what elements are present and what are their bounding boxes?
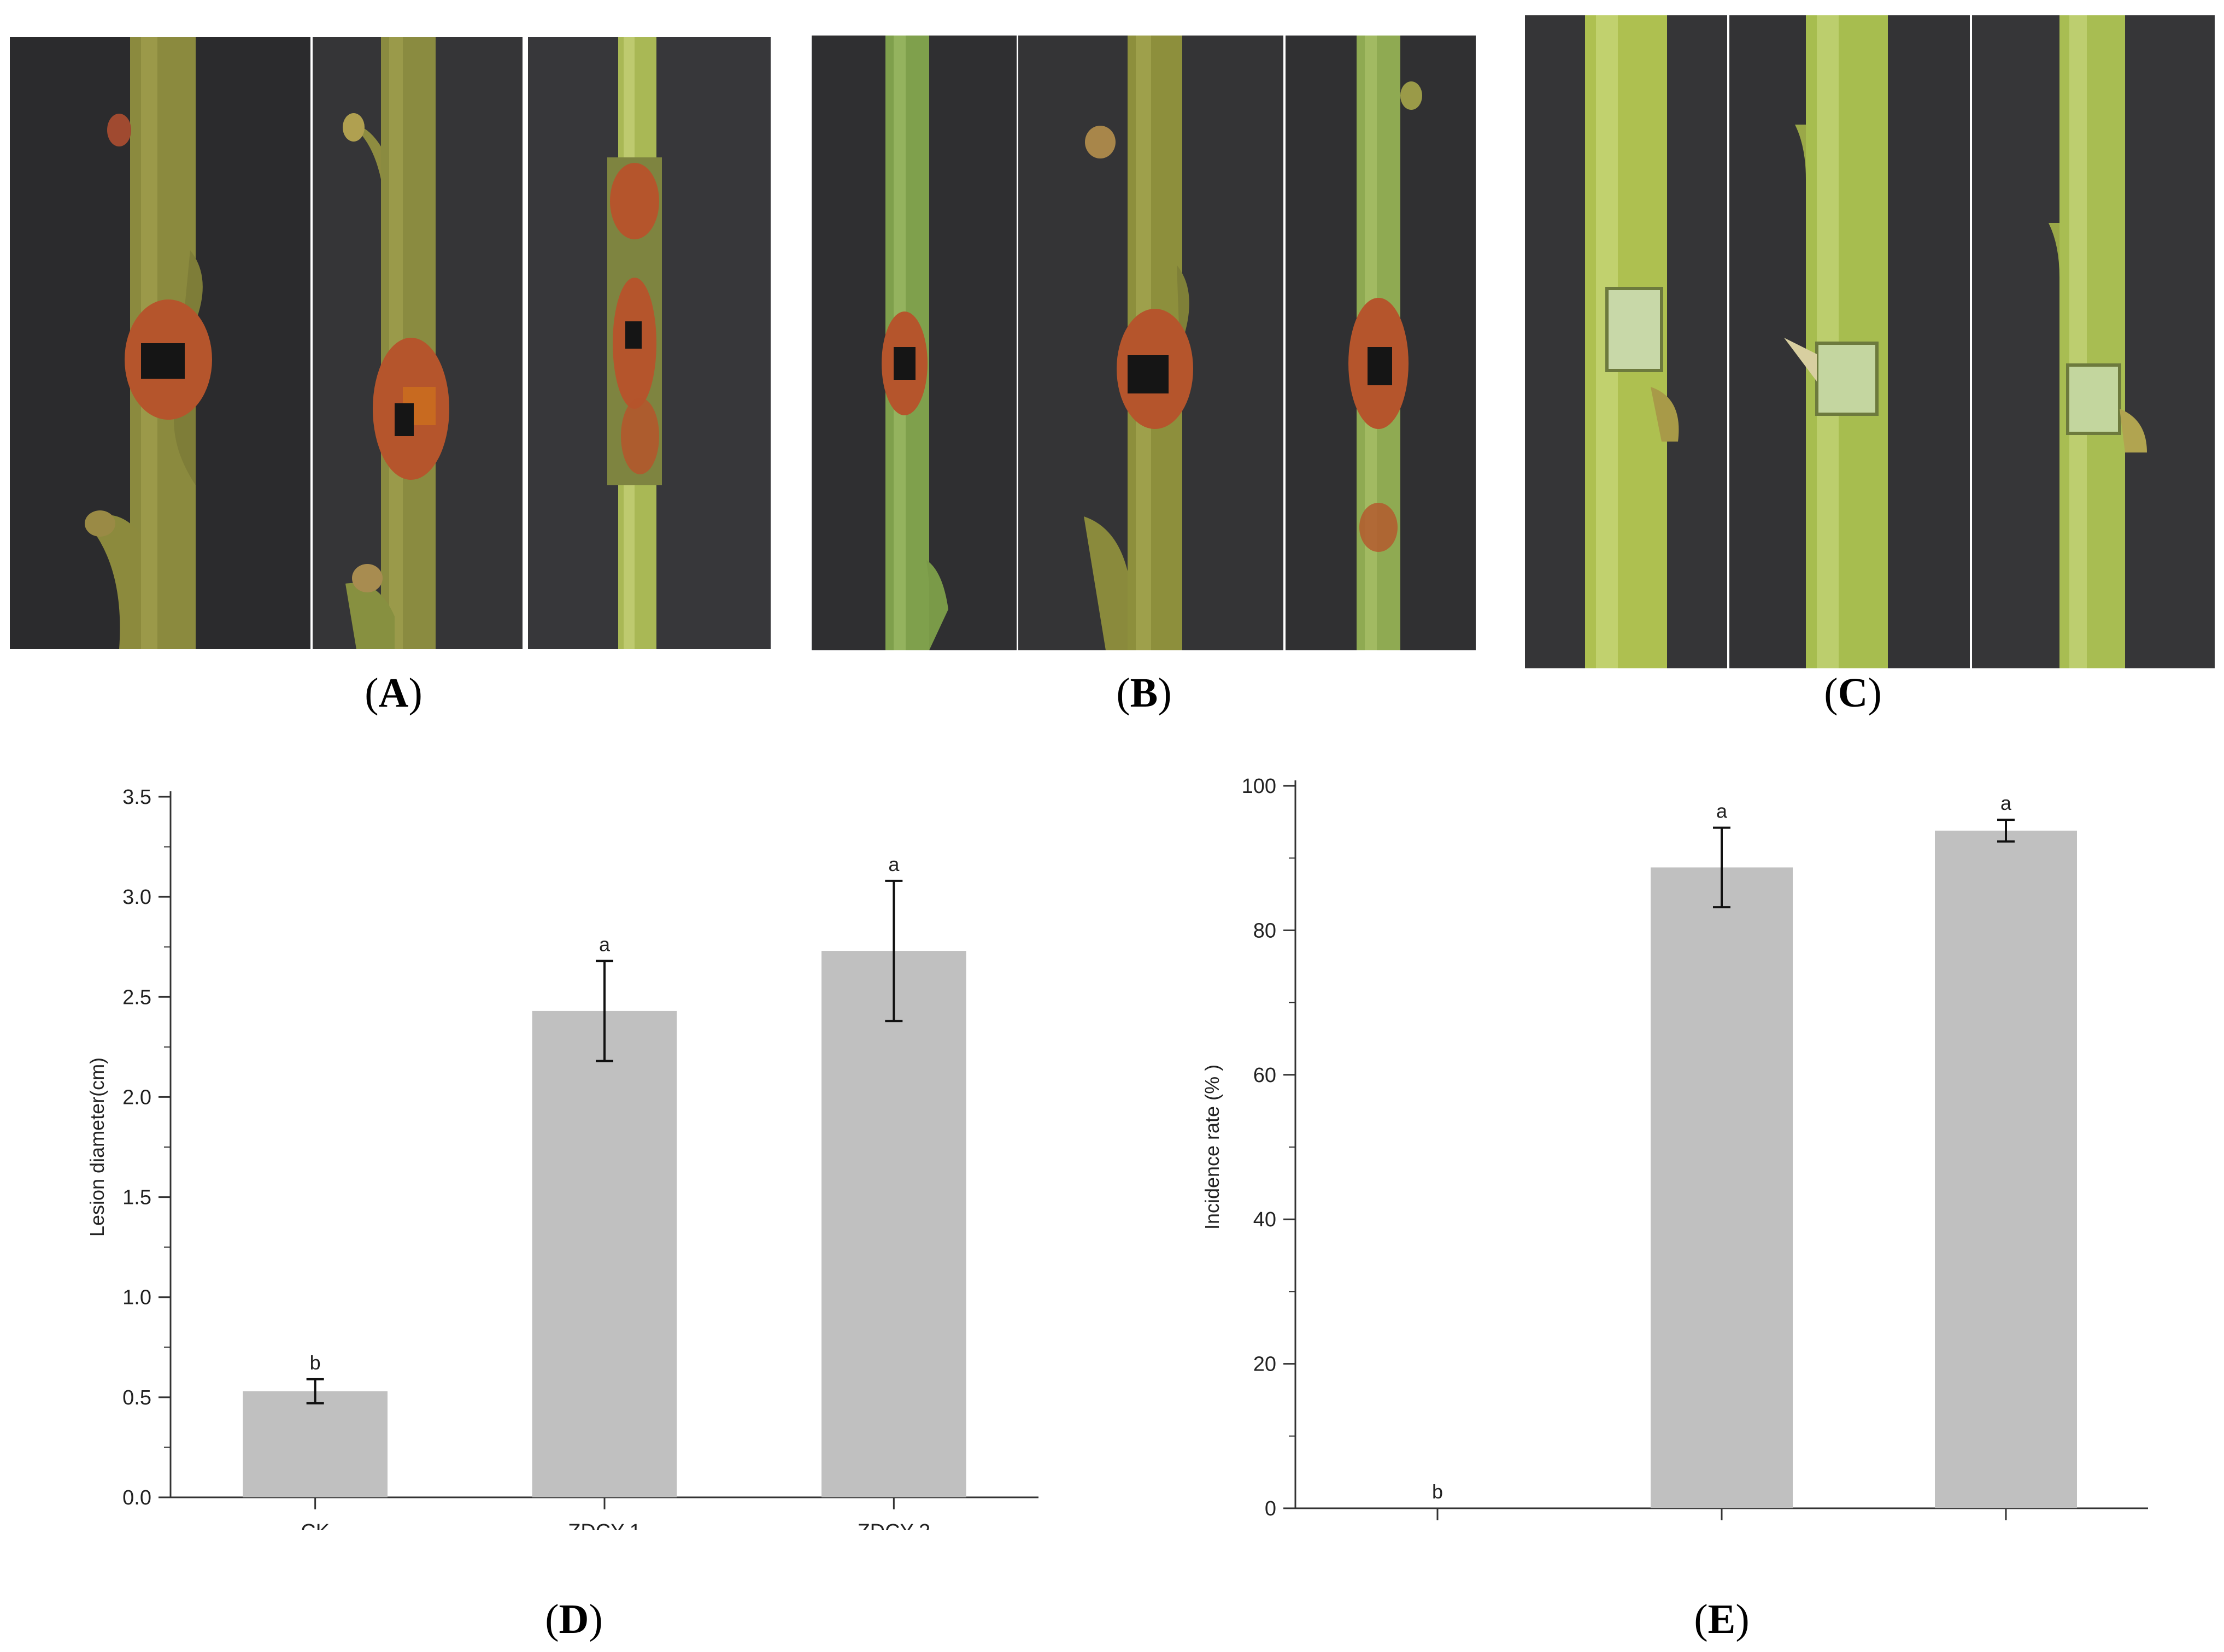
significance-label: a [888, 853, 900, 875]
stem-photo-b3 [1286, 36, 1476, 650]
bar-zdcy-1 [532, 1010, 677, 1497]
y-tick-label: 20 [1253, 1353, 1276, 1376]
y-tick-label: 100 [1242, 775, 1276, 798]
photo-panel-b [812, 36, 1476, 650]
stem-photo-a1 [10, 37, 310, 649]
significance-label: a [599, 933, 611, 955]
photo-panel-a [10, 37, 771, 649]
y-axis-label: Incidence rate (% ) [1201, 1065, 1223, 1230]
panel-label-b: (B) [1116, 670, 1172, 716]
stem-photo-b1 [812, 36, 1017, 650]
bar-zdcy-2 [1935, 830, 2077, 1508]
significance-label: b [1432, 1480, 1443, 1503]
y-tick-label: 0 [1265, 1497, 1276, 1520]
y-tick-label: 2.5 [122, 986, 151, 1009]
y-tick-label: 1.0 [122, 1286, 151, 1309]
bar-ck [243, 1391, 388, 1497]
stem-photo-a2 [313, 37, 523, 649]
stem-photo-b2 [1018, 36, 1283, 650]
photo-panel-c [1525, 15, 2215, 668]
y-tick-label: 60 [1253, 1064, 1276, 1087]
x-tick-label-zdcy-1: ZDCY-1 [568, 1520, 641, 1530]
y-tick-label: 3.5 [122, 786, 151, 809]
panel-label-a: (A) [365, 670, 422, 716]
significance-label: a [2000, 792, 2012, 814]
y-tick-label: 0.0 [122, 1486, 151, 1509]
chart-lesion-diameter: 0.0 0.5 1.0 1.5 2.0 2.5 3.0 3.5 Lesion diameter(… [86, 786, 1038, 1530]
stem-photo-c2 [1729, 15, 1970, 668]
x-tick-label-zdcy-2: ZDCY-2 [857, 1520, 930, 1530]
panel-label-c: (C) [1824, 670, 1882, 716]
stem-photo-a3 [528, 37, 771, 649]
y-tick-label: 0.5 [122, 1386, 151, 1409]
bar-zdcy-1 [1651, 867, 1793, 1508]
y-tick-label: 80 [1253, 919, 1276, 942]
stem-photo-c1 [1525, 15, 1727, 668]
panel-label-e: (E) [1694, 1596, 1750, 1642]
significance-label: a [1716, 800, 1728, 822]
x-tick-label-ck: CK [301, 1520, 330, 1530]
panel-label-d: (D) [545, 1596, 603, 1642]
stem-photo-c3 [1972, 15, 2215, 668]
y-axis-label: Lesion diameter(cm) [86, 1057, 108, 1237]
significance-label: b [310, 1351, 321, 1374]
y-tick-label: 2.0 [122, 1086, 151, 1109]
bar-zdcy-2 [821, 951, 966, 1497]
y-tick-label: 3.0 [122, 886, 151, 909]
y-tick-label: 40 [1253, 1208, 1276, 1231]
y-tick-label: 1.5 [122, 1186, 151, 1209]
